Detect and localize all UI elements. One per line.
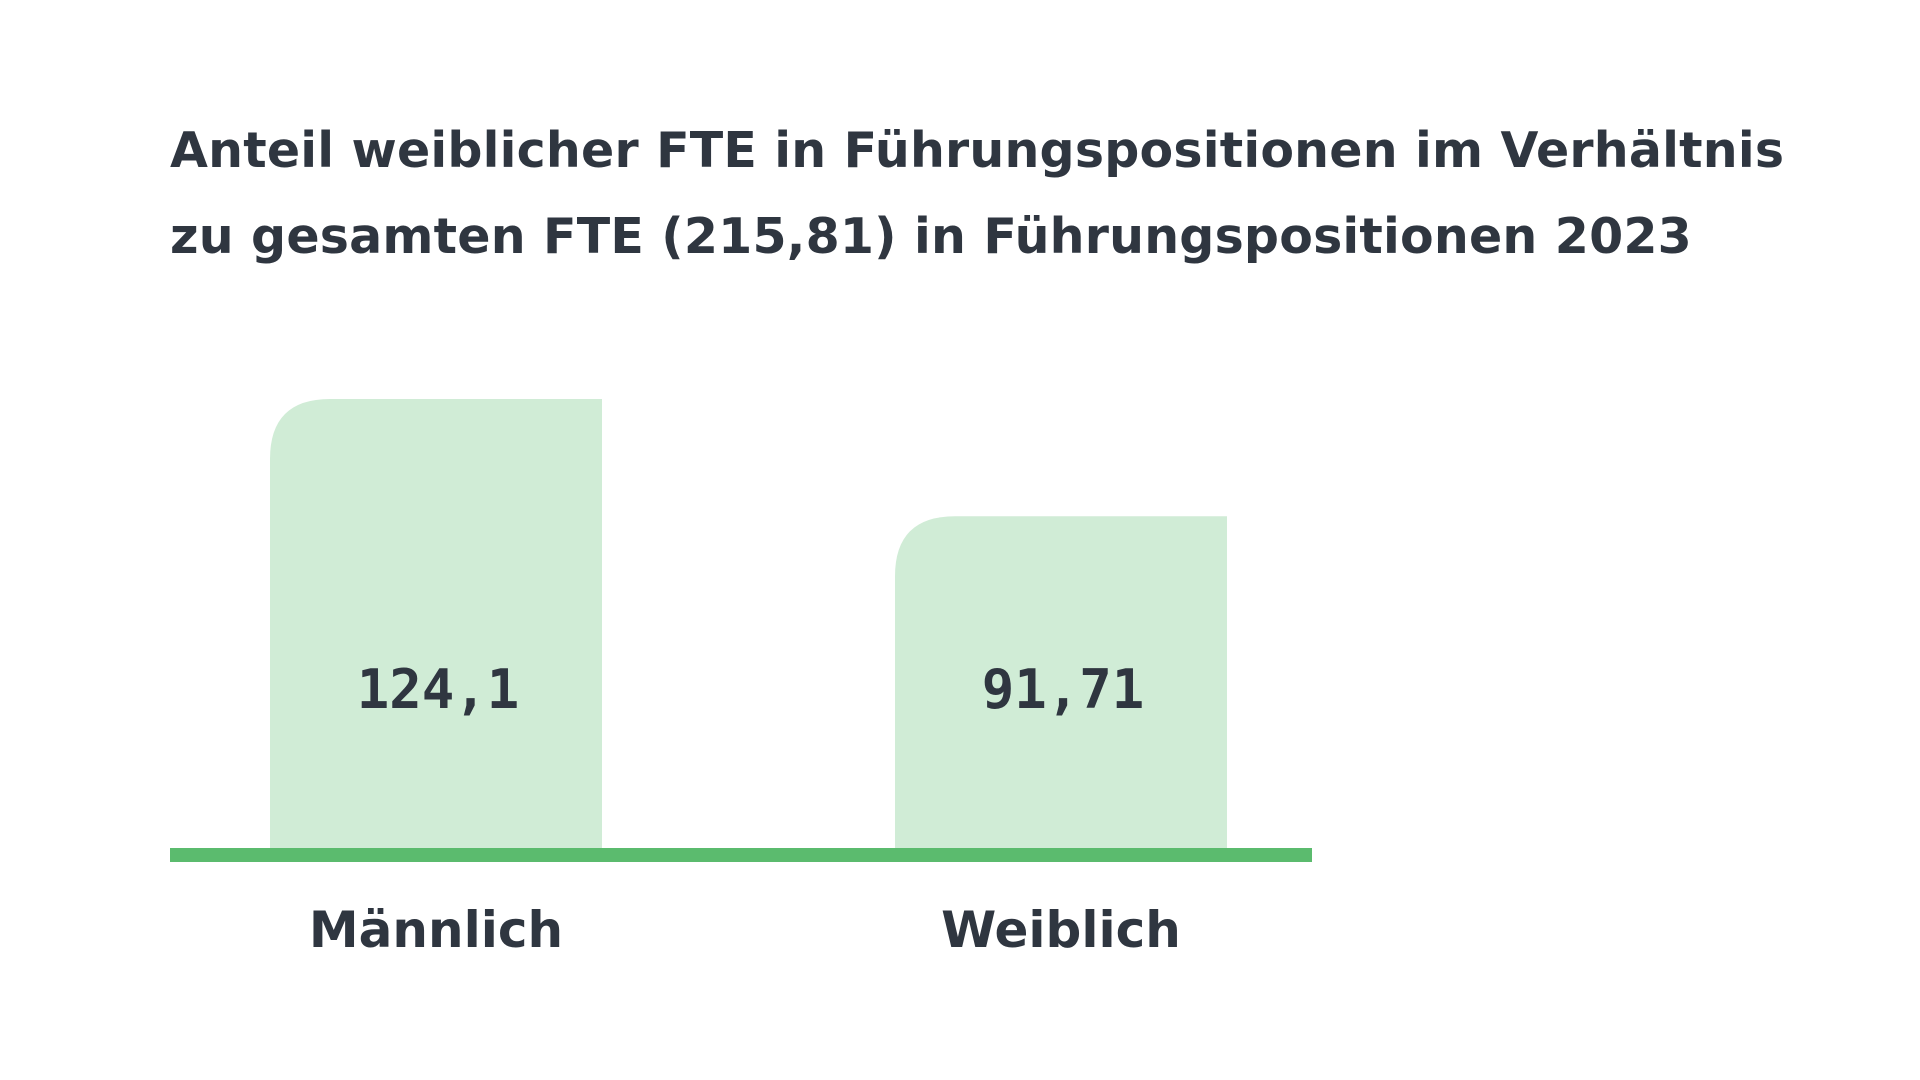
- bar-1: [895, 516, 1227, 848]
- bar-value-label: 91,71: [982, 658, 1145, 721]
- category-label: Weiblich: [941, 901, 1181, 959]
- baseline: [170, 848, 1312, 862]
- bar-0: [270, 399, 602, 848]
- category-label: Männlich: [309, 901, 563, 959]
- chart-title: Anteil weiblicher FTE in Führungspositio…: [170, 122, 1785, 265]
- bar-value-label: 124,1: [357, 658, 520, 721]
